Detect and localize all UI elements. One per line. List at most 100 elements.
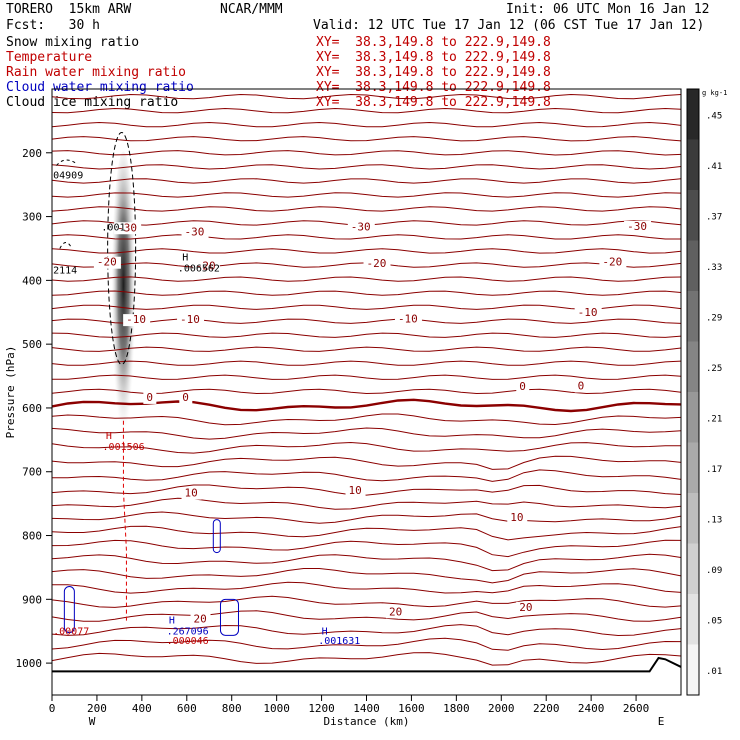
temperature-isotherm (51, 484, 682, 496)
temperature-isotherm (51, 388, 682, 395)
colorbar-segment (687, 594, 699, 645)
temperature-contour-label: -20 (196, 260, 216, 273)
contour-label-bg (347, 221, 375, 234)
y-tick-label: 700 (22, 466, 42, 479)
extremum-label: H (106, 431, 112, 442)
temperature-contour-label: 0 (182, 391, 189, 404)
model-title: TORERO 15km ARW (6, 2, 132, 17)
contour-label-bg (574, 307, 602, 320)
contour-label-bg (516, 381, 530, 394)
contour-label-bg (181, 487, 202, 500)
contour-label-bg (93, 256, 121, 269)
temperature-isotherm (51, 652, 682, 666)
y-tick-label: 1000 (16, 657, 43, 670)
extremum-label: H (322, 626, 328, 637)
temperature-isotherm (51, 525, 682, 541)
y-tick-label: 400 (22, 274, 42, 287)
temperature-contour-label: 0 (578, 379, 585, 392)
field-xy: XY= 38.3,149.8 to 222.9,149.8 (316, 80, 551, 95)
x-tick-label: 2400 (578, 702, 605, 715)
colorbar-label: .09 (706, 566, 722, 576)
temperature-contour-label: -30 (627, 220, 647, 233)
cloud-ice-contour (107, 131, 137, 365)
colorbar-unit: g kg-1 (702, 89, 727, 97)
temperature-isotherm (51, 624, 682, 637)
temperature-contour-label: 10 (349, 484, 362, 497)
temperature-contour-label: 20 (389, 605, 402, 618)
temperature-isotherm (51, 610, 682, 622)
terrain-line (52, 656, 682, 673)
colorbar-segment (687, 493, 699, 544)
x-tick-label: 2200 (533, 702, 560, 715)
temperature-isotherm (51, 107, 682, 114)
extremum-label: .001631 (318, 636, 360, 647)
temperature-contour-label: -10 (126, 313, 146, 326)
colorbar-segment (687, 190, 699, 241)
contour-label-bg (181, 226, 209, 239)
temperature-isotherm (51, 360, 682, 366)
x-tick-label: 1800 (443, 702, 470, 715)
temperature-isotherm (51, 290, 682, 296)
contour-label-bg (363, 257, 391, 270)
colorbar-label: .25 (706, 364, 722, 374)
temperature-isotherm (51, 441, 681, 454)
temperature-isotherm (51, 234, 681, 240)
extremum-label: .006562 (178, 263, 220, 274)
temperature-isotherm (51, 553, 682, 572)
x-tick-label: 200 (87, 702, 107, 715)
temperature-contour-label: -30 (185, 226, 205, 239)
contour-label-bg (345, 485, 366, 498)
x-end-label-east: E (658, 715, 665, 728)
temperature-isotherm (51, 539, 682, 558)
rain-water-contour (122, 420, 127, 621)
colorbar-segment (687, 291, 699, 342)
forecast-hour: Fcst: 30 h (6, 18, 100, 33)
temperature-contour-label: -20 (97, 256, 117, 269)
cloud-ice-contour (56, 159, 77, 166)
init-time: Init: 06 UTC Mon 16 Jan 12 (506, 2, 710, 17)
valid-time: Valid: 12 UTC Tue 17 Jan 12 (06 CST Tue … (313, 18, 705, 33)
y-tick-label: 900 (22, 593, 42, 606)
colorbar-label: .05 (706, 616, 722, 626)
contour-label-bg (177, 314, 205, 327)
field-label: Cloud water mixing ratio (6, 80, 194, 95)
contour-label-bg (114, 222, 142, 235)
contour-label-bg (385, 606, 406, 619)
contour-label-bg (143, 391, 157, 404)
cloud-water-contour (63, 586, 75, 634)
extremum-label: H (182, 253, 188, 264)
field-xy: XY= 38.3,149.8 to 222.9,149.8 (316, 35, 551, 50)
cloud-water-contour (212, 519, 221, 554)
temperature-contour-label: 0 (146, 391, 153, 404)
temperature-isotherm (51, 121, 682, 128)
colorbar-label: .41 (706, 162, 722, 172)
extremum-label: 04909 (53, 170, 83, 181)
temperature-isotherm (51, 332, 682, 338)
temperature-isotherm (52, 374, 682, 380)
colorbar-segment (687, 543, 699, 594)
field-label: Temperature (6, 50, 93, 65)
contour-label-bg (192, 260, 220, 273)
field-label: Rain water mixing ratio (6, 65, 187, 80)
field-xy: XY= 38.3,149.8 to 222.9,149.8 (316, 50, 551, 65)
temperature-isotherm (51, 511, 682, 524)
temperature-isotherm (51, 318, 682, 324)
colorbar-segment (687, 442, 699, 493)
x-tick-label: 1200 (308, 702, 335, 715)
colorbar-segment (687, 89, 699, 140)
temperature-isotherm (51, 469, 682, 482)
contour-label-bg (394, 313, 422, 326)
temperature-isotherm (51, 136, 682, 142)
colorbar-label: .21 (706, 414, 722, 424)
x-tick-label: 1400 (353, 702, 380, 715)
temperature-contour-label: -20 (602, 256, 622, 269)
y-tick-label: 500 (22, 338, 42, 351)
y-axis-label: Pressure (hPa) (4, 346, 17, 439)
temperature-isotherm (51, 276, 682, 282)
x-tick-label: 0 (49, 702, 56, 715)
extremum-label: .000046 (167, 636, 209, 647)
temperature-isotherm (51, 150, 682, 156)
colorbar-segment (687, 240, 699, 291)
temperature-contour-label: -20 (367, 257, 387, 270)
colorbar-label: .45 (706, 111, 722, 121)
